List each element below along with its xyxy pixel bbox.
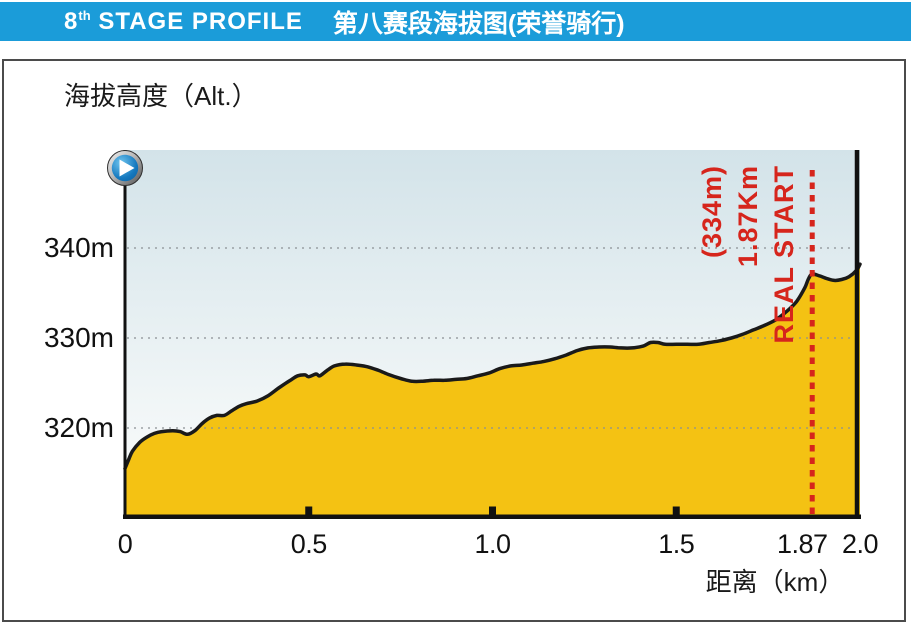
x-axis-tick-label: 2.0 — [841, 529, 879, 559]
real-start-label: 1.87Km — [733, 165, 764, 268]
play-triangle-icon — [119, 159, 135, 177]
x-axis-tick-label: 1.5 — [658, 529, 695, 559]
real-start-label: REAL START — [769, 165, 800, 344]
stage-title-en-text: STAGE PROFILE — [98, 7, 303, 35]
x-axis-tick-label: 1.0 — [474, 529, 511, 559]
stage-title-bar: 8th STAGE PROFILE 第八赛段海拔图(荣誉骑行) — [0, 2, 911, 41]
stage-title-en: 8th STAGE PROFILE — [64, 8, 303, 36]
stage-number: 8 — [64, 7, 79, 35]
y-axis-tick-label: 320m — [43, 412, 114, 443]
x-tick-mark — [305, 506, 313, 515]
y-axis-tick-label: 330m — [43, 322, 114, 353]
x-axis-tick-label: 0.5 — [290, 529, 328, 559]
y-axis-tick-label: 340m — [43, 232, 114, 263]
x-axis-tick-label: 1.87 — [776, 529, 828, 559]
elevation-area — [125, 264, 860, 517]
real-start-label: (334m) — [697, 165, 728, 259]
distance-axis-title: 距离（km） — [705, 567, 845, 597]
gridlines — [127, 247, 856, 429]
stage-ordinal: th — [78, 7, 91, 23]
elevation-line — [123, 262, 862, 471]
x-axis-tick-label: 0 — [117, 529, 133, 559]
altitude-axis-title: 海拔高度（Alt.） — [64, 81, 258, 111]
x-tick-marks — [305, 506, 680, 515]
x-tick-mark — [489, 506, 496, 515]
start-play-icon — [107, 150, 143, 186]
stage-title-zh: 第八赛段海拔图(荣誉骑行) — [332, 9, 625, 38]
x-tick-mark — [672, 506, 680, 515]
